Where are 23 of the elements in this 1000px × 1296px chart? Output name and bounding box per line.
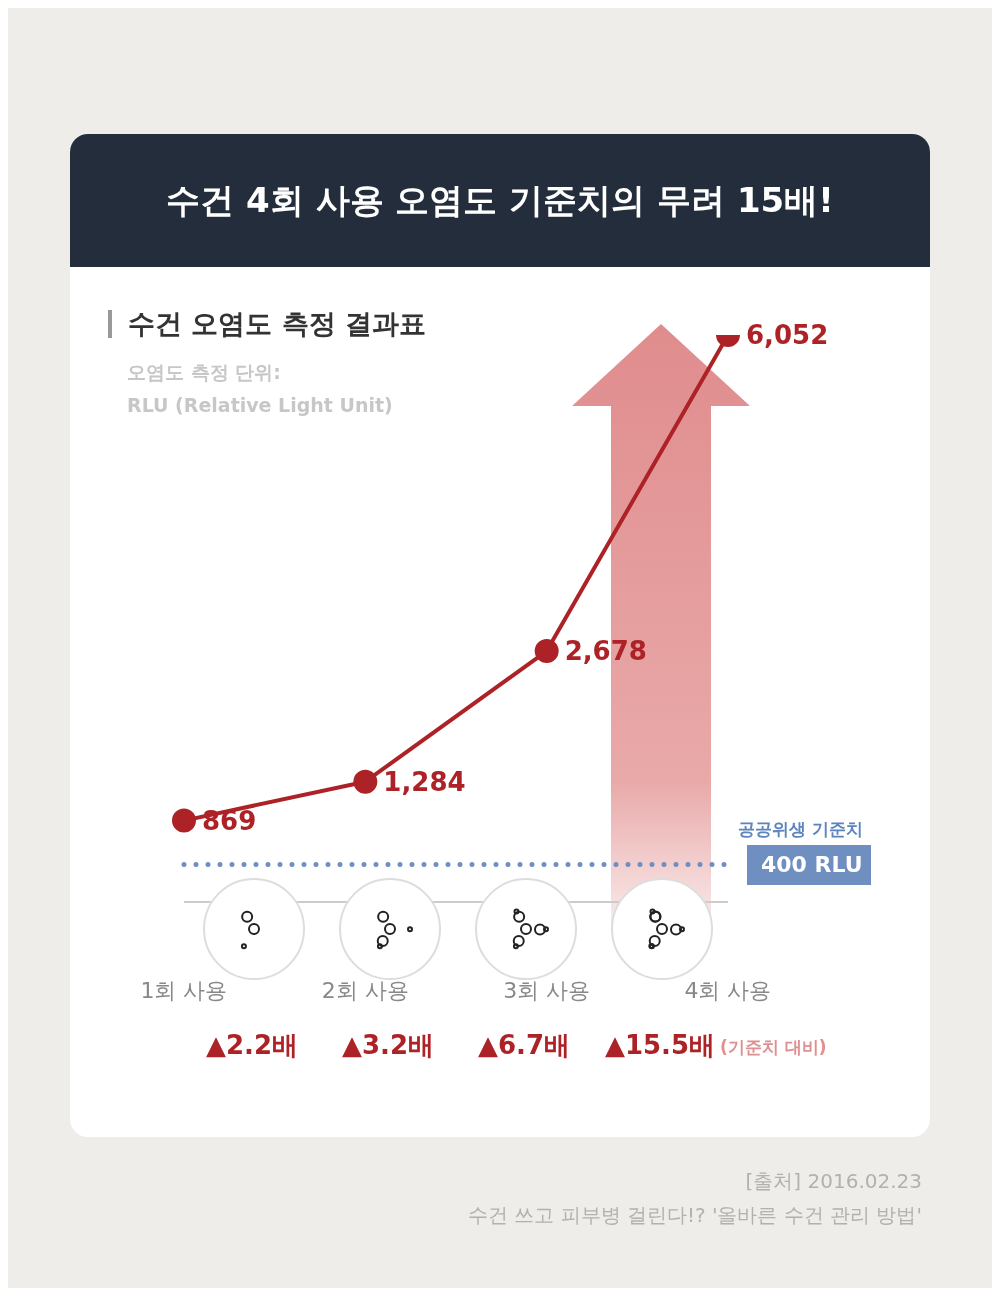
text: ▲6.7배 — [477, 1029, 571, 1062]
annotation: 공공위생 기준치 — [738, 818, 863, 841]
x-tick-label: 4회 사용 — [684, 978, 772, 1003]
x-tick-label: 1회 사용 — [140, 978, 228, 1003]
x-tick-label: 3회 사용 — [503, 978, 591, 1003]
ref-line-label: 400 RLU — [761, 852, 863, 878]
data-label: 2,678 — [564, 636, 647, 667]
data-label: 1,284 — [383, 766, 466, 797]
x-tick-label: 2회 사용 — [321, 978, 409, 1003]
text: ▲15.5배 — [604, 1029, 716, 1062]
annotation: RLU (Relative Light Unit) — [127, 394, 393, 416]
chart-subtitle: 수건 오염도 측정 결과표 — [108, 308, 427, 339]
chart-title: 수건 4회 사용 오염도 기준치의 무려 15배! — [70, 134, 930, 267]
point — [172, 808, 196, 833]
text: 수건 쓰고 피부병 걸린다!? '올바른 수건 관리 방법' — [467, 1202, 922, 1229]
annotation: 오염도 측정 단위: — [127, 360, 281, 385]
point — [534, 639, 559, 664]
text: ▲3.2배 — [341, 1029, 435, 1062]
text: (기준치 대비) — [720, 1036, 827, 1059]
data-label: 6,052 — [746, 320, 829, 351]
text: ▲2.2배 — [205, 1029, 299, 1062]
text: [출처] 2016.02.23 — [745, 1168, 922, 1195]
point — [353, 769, 378, 794]
